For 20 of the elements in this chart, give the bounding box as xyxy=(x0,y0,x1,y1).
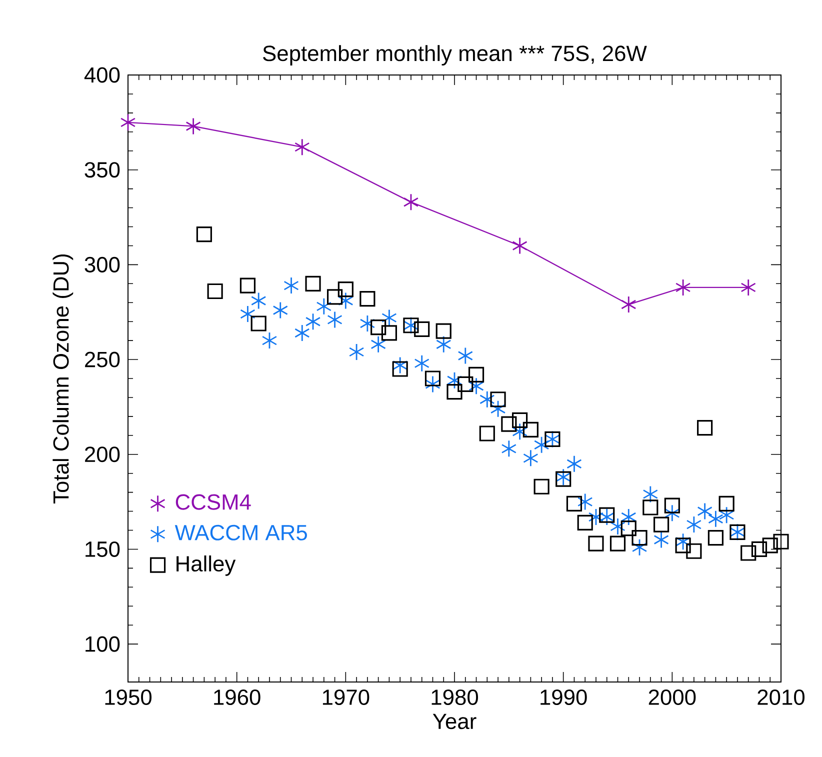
y-tick-label: 150 xyxy=(86,541,120,557)
y-tick-label: 250 xyxy=(85,352,120,368)
chart-title: September monthly mean *** 75S, 26W xyxy=(263,45,647,66)
x-tick-label: 1950 xyxy=(105,689,152,706)
legend-label: CCSM4 xyxy=(176,494,251,510)
x-tick-label: 1960 xyxy=(214,689,260,706)
x-tick-label: 1990 xyxy=(540,689,587,706)
y-tick-label: 350 xyxy=(84,162,120,178)
y-tick-label: 200 xyxy=(85,446,120,462)
legend-label: WACCM AR5 xyxy=(174,524,307,540)
legend-label: Halley xyxy=(176,555,236,576)
y-tick-label: 300 xyxy=(84,256,120,272)
x-axis-title: Year xyxy=(432,714,476,730)
x-tick-label: 1970 xyxy=(322,689,370,706)
y-tick-label: 100 xyxy=(86,636,120,652)
x-tick-label: 1980 xyxy=(432,689,478,706)
y-tick-label: 400 xyxy=(84,67,120,83)
x-tick-label: 2000 xyxy=(648,689,696,706)
x-tick-label: 2010 xyxy=(758,689,805,706)
y-axis-title: Total Column Ozone (DU) xyxy=(52,254,74,504)
